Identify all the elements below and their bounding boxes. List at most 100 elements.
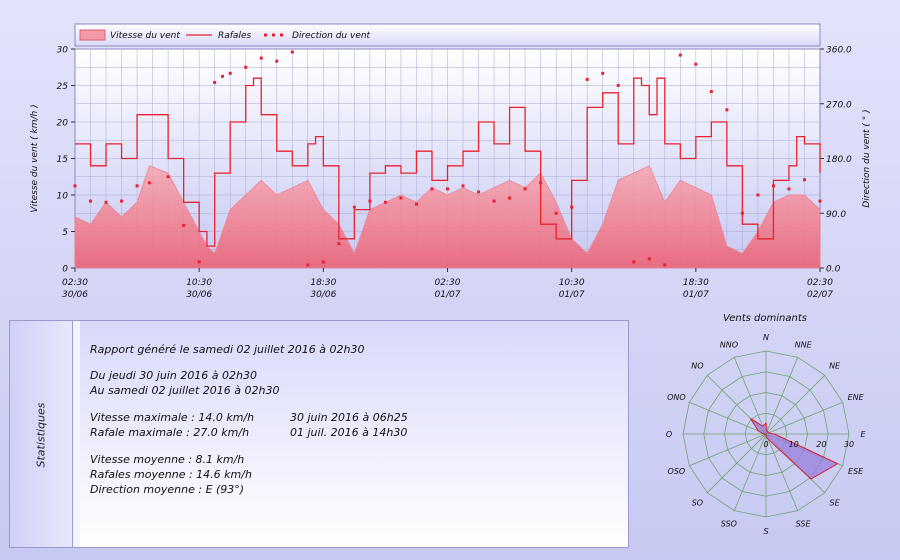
direction-point [430, 187, 434, 191]
rose-spoke [765, 401, 843, 435]
wind-timeseries-chart: 0 5 10 15 20 25 30 0.0 90.0 180.0 270.0 360.0 02:30 3… [30, 23, 872, 300]
x-tick-time: 18:30 [310, 278, 336, 288]
rose-radial-tick: 10 [789, 440, 799, 449]
y2-tick-label: 0.0 [826, 265, 841, 275]
direction-point [802, 178, 806, 182]
rose-spoke [765, 357, 799, 435]
direction-point [352, 205, 356, 209]
direction-point [414, 202, 418, 206]
legend-label-direction: Direction du vent [292, 31, 371, 41]
direction-point [647, 257, 651, 261]
rose-title: Vents dominants [723, 313, 807, 324]
period-from-text: Du jeudi 30 juin 2016 à 02h30 [90, 369, 258, 382]
y-tick-label: 30 [57, 46, 69, 56]
rose-spoke [733, 357, 767, 435]
y2-tick-label: 90.0 [826, 210, 846, 220]
direction-point [399, 196, 403, 200]
direction-point [740, 211, 744, 215]
direction-point [368, 199, 372, 203]
rose-direction-label: NE [829, 361, 841, 370]
legend-swatch-direction [272, 33, 275, 37]
avg-direction-text: Direction moyenne : E (93°) [90, 483, 245, 496]
direction-point [523, 187, 527, 191]
legend-label-rafales: Rafales [218, 31, 251, 41]
series-vitesse-area [74, 165, 821, 269]
direction-point [148, 181, 151, 185]
direction-point [321, 260, 325, 264]
rose-radial-tick: 0 [763, 440, 768, 449]
max-speed-text: Vitesse maximale : 14.0 km/h [90, 411, 255, 424]
direction-point [663, 263, 667, 267]
direction-point [166, 175, 170, 179]
max-speed-time-text: 30 juin 2016 à 06h25 [290, 411, 408, 424]
direction-point [73, 184, 77, 188]
direction-point [259, 56, 263, 60]
direction-point [694, 62, 698, 66]
rose-direction-label: S [763, 527, 768, 536]
rose-direction-label: E [860, 430, 866, 439]
legend-label-vitesse: Vitesse du vent [110, 31, 180, 41]
x-tick-date: 02/07 [807, 290, 833, 300]
rose-spoke [733, 433, 767, 511]
direction-point [290, 50, 294, 54]
legend-swatch-direction [280, 33, 283, 37]
direction-point [275, 59, 279, 63]
direction-point [709, 90, 713, 94]
rose-radial-tick: 30 [844, 440, 854, 449]
rose-spoke [765, 375, 825, 435]
direction-point [771, 184, 775, 188]
direction-point [228, 71, 232, 75]
y2-axis-label: Direction du vent ( ° ) [862, 109, 872, 207]
direction-point [446, 187, 449, 191]
rose-direction-label: SO [692, 499, 703, 508]
rose-spoke [689, 401, 767, 435]
rose-direction-label: N [763, 333, 769, 342]
direction-point [337, 242, 341, 246]
direction-point [197, 260, 201, 264]
direction-point [104, 200, 108, 204]
x-tick-time: 02:30 [62, 278, 88, 288]
avg-speed-text: Vitesse moyenne : 8.1 km/h [90, 453, 245, 466]
series-rafales-line [75, 77, 821, 247]
direction-point [220, 74, 224, 78]
x-tick-date: 01/07 [559, 290, 585, 300]
legend-swatch-vitesse [79, 29, 106, 41]
direction-point [213, 80, 217, 84]
x-tick-time: 10:30 [186, 278, 212, 288]
direction-point [725, 108, 729, 112]
y-tick-label: 25 [57, 82, 69, 92]
rose-direction-label: ENE [848, 393, 865, 402]
direction-point [818, 199, 822, 203]
y-tick-label: 10 [57, 192, 69, 202]
y-axis-label: Vitesse du vent ( km/h ) [30, 104, 40, 212]
rose-direction-label: SSO [721, 520, 737, 529]
y-tick-label: 5 [62, 228, 68, 238]
rose-direction-label: NNO [720, 340, 738, 349]
direction-point [616, 84, 620, 87]
x-tick-date: 01/07 [435, 290, 461, 300]
y2-tick-label: 180.0 [826, 155, 852, 165]
rose-spoke [707, 433, 767, 493]
x-tick-time: 10:30 [559, 278, 585, 288]
direction-point [477, 190, 481, 194]
statistics-label: Statistiques [34, 402, 48, 468]
avg-gust-text: Rafales moyenne : 14.6 km/h [90, 468, 252, 481]
rose-direction-label: SE [830, 499, 841, 508]
direction-point [120, 199, 124, 203]
statistics-body: Rapport généré le samedi 02 juillet 2016… [80, 321, 628, 547]
direction-point [89, 199, 93, 203]
direction-point [135, 184, 139, 188]
rose-direction-label: ONO [667, 393, 686, 402]
direction-point [539, 181, 543, 185]
rose-direction-label: SSE [796, 520, 812, 529]
max-gust-text: Rafale maximale : 27.0 km/h [90, 426, 250, 439]
y-tick-label: 0 [62, 265, 68, 275]
x-tick-time: 02:30 [435, 278, 461, 288]
rose-direction-label: OSO [668, 467, 686, 476]
direction-point [570, 205, 574, 209]
x-tick-date: 30/06 [186, 290, 212, 300]
y-tick-label: 20 [57, 119, 69, 129]
legend-box [74, 23, 821, 47]
direction-point [461, 184, 465, 188]
rose-spoke [765, 433, 799, 511]
